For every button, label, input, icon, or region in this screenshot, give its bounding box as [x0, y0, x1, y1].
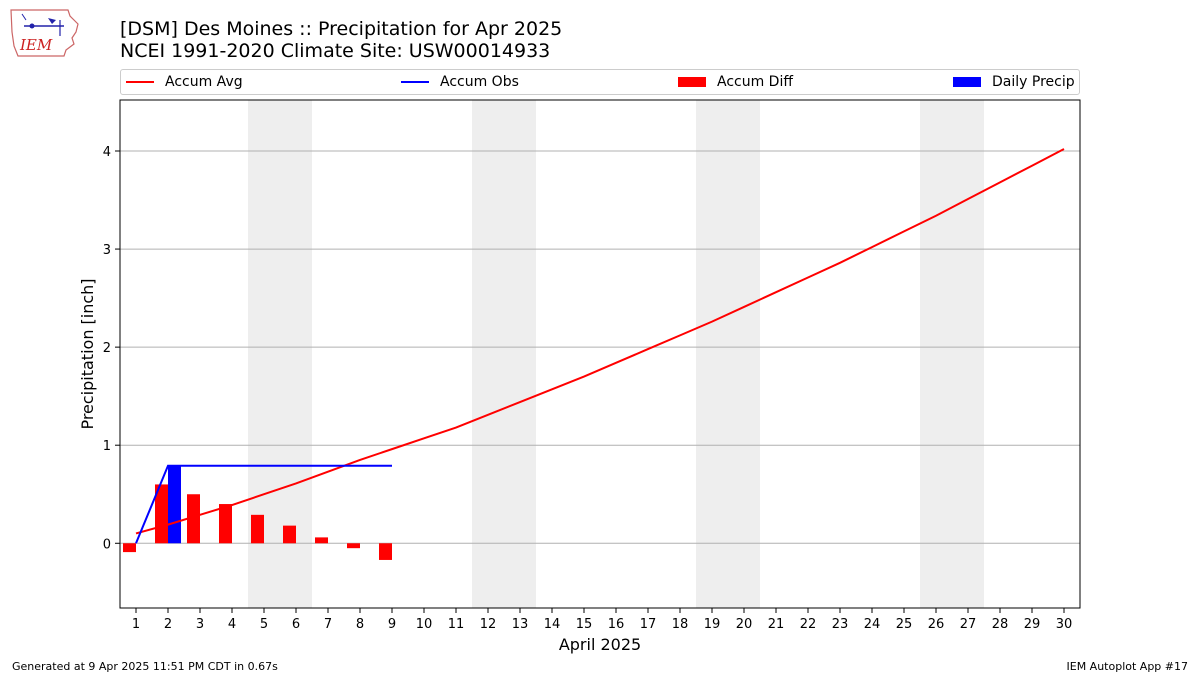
legend-swatch-accum-avg	[126, 81, 154, 83]
chart-subtitle: NCEI 1991-2020 Climate Site: USW00014933	[120, 40, 551, 62]
weekend-band-4	[920, 100, 984, 608]
legend-item-accum-obs: Accum Obs	[401, 70, 519, 94]
x-tick-label-29: 29	[1024, 617, 1041, 632]
x-tick-label-4: 4	[228, 617, 236, 632]
bar-accum-diff-day-8	[347, 543, 360, 549]
x-tick-label-8: 8	[356, 617, 364, 632]
weekend-band-2	[472, 100, 536, 608]
bar-accum-diff-day-9	[379, 543, 392, 560]
x-tick-label-10: 10	[416, 617, 433, 632]
y-tick-label-2: 2	[103, 341, 111, 356]
bar-accum-diff-day-1	[123, 543, 136, 553]
legend-swatch-daily-precip	[953, 77, 981, 87]
chart-title: [DSM] Des Moines :: Precipitation for Ap…	[120, 18, 563, 40]
legend-label-accum-diff: Accum Diff	[717, 74, 794, 90]
iowa-outline-icon	[10, 9, 79, 57]
legend-label-accum-avg: Accum Avg	[165, 74, 243, 90]
x-tick-label-14: 14	[544, 617, 561, 632]
line-accum-avg	[135, 148, 1065, 535]
iem-logo: IEM	[10, 9, 79, 57]
x-tick-label-19: 19	[704, 617, 721, 632]
legend-item-accum-avg: Accum Avg	[126, 70, 243, 94]
legend-label-daily-precip: Daily Precip	[992, 74, 1075, 90]
weekend-band-3	[696, 100, 760, 608]
x-tick-label-12: 12	[480, 617, 497, 632]
x-tick-label-18: 18	[672, 617, 689, 632]
y-tick-label-1: 1	[103, 439, 111, 454]
line-accum-obs	[135, 464, 392, 544]
y-axis-label: Precipitation [inch]	[78, 278, 97, 429]
legend-item-daily-precip: Daily Precip	[953, 70, 1075, 94]
bar-accum-diff-day-3	[187, 494, 200, 544]
y-tick-label-0: 0	[103, 537, 111, 552]
x-tick-label-22: 22	[800, 617, 817, 632]
x-tick-label-7: 7	[324, 617, 332, 632]
bar-accum-diff-day-2	[155, 484, 168, 544]
footer-app: IEM Autoplot App #17	[1066, 660, 1189, 673]
logo-text: IEM	[19, 36, 53, 54]
footer-generated: Generated at 9 Apr 2025 11:51 PM CDT in …	[12, 660, 278, 673]
x-tick-label-15: 15	[576, 617, 593, 632]
x-tick-label-6: 6	[292, 617, 300, 632]
bar-accum-diff-day-4	[219, 504, 232, 544]
legend: Accum Avg Accum Obs Accum Diff Daily Pre…	[120, 69, 1080, 95]
x-axis-label: April 2025	[559, 635, 641, 654]
x-tick-label-17: 17	[640, 617, 657, 632]
bar-accum-diff-day-6	[283, 525, 296, 544]
x-tick-label-1: 1	[132, 617, 140, 632]
bar-accum-diff-day-5	[251, 514, 264, 544]
x-tick-label-11: 11	[448, 617, 465, 632]
x-tick-label-9: 9	[388, 617, 396, 632]
x-tick-label-30: 30	[1056, 617, 1073, 632]
legend-label-accum-obs: Accum Obs	[440, 74, 519, 90]
x-tick-label-13: 13	[512, 617, 529, 632]
legend-item-accum-diff: Accum Diff	[678, 70, 793, 94]
x-tick-label-16: 16	[608, 617, 625, 632]
x-tick-label-25: 25	[896, 617, 913, 632]
x-tick-label-24: 24	[864, 617, 881, 632]
x-tick-label-28: 28	[992, 617, 1009, 632]
x-tick-label-5: 5	[260, 617, 268, 632]
x-tick-label-21: 21	[768, 617, 785, 632]
y-tick-label-3: 3	[103, 243, 111, 258]
x-tick-label-2: 2	[164, 617, 172, 632]
x-tick-label-26: 26	[928, 617, 945, 632]
x-tick-label-3: 3	[196, 617, 204, 632]
bar-daily-precip-day-2	[168, 465, 181, 544]
plot-frame	[119, 99, 1081, 609]
x-tick-label-23: 23	[832, 617, 849, 632]
bar-accum-diff-day-7	[315, 537, 328, 544]
x-tick-label-27: 27	[960, 617, 977, 632]
legend-swatch-accum-obs	[401, 81, 429, 83]
legend-swatch-accum-diff	[678, 77, 706, 87]
y-tick-label-4: 4	[103, 145, 111, 160]
x-tick-label-20: 20	[736, 617, 753, 632]
